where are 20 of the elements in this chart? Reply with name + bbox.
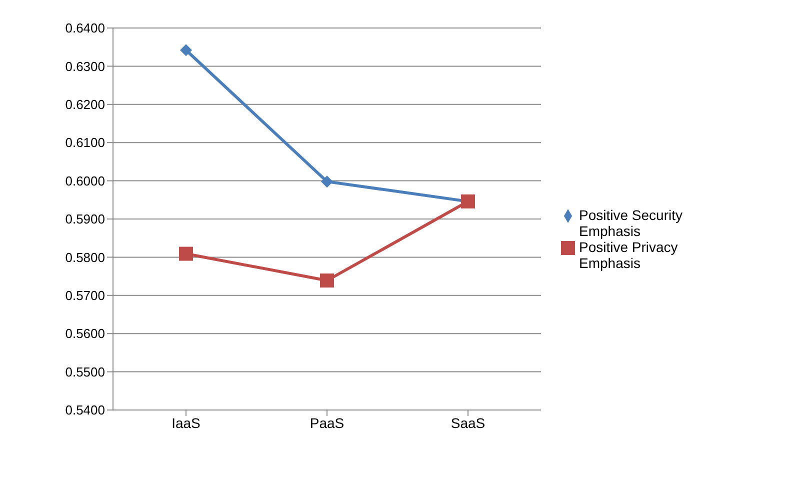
point [321,176,333,188]
y-tick-label: 0.5800 [65,250,105,265]
y-tick-label: 0.6100 [65,135,105,150]
y-tick-label: 0.5700 [65,288,105,304]
y-tick-label: 0.6200 [65,97,105,112]
y-tick-label: 0.6000 [65,173,105,188]
y-tick-label: 0.6400 [65,20,105,36]
point [320,274,334,288]
y-tick-label: 0.6300 [65,58,105,74]
y-tick-label: 0.5500 [65,364,105,380]
y-tick-label: 0.5900 [65,212,105,227]
y-tick-label: 0.5600 [65,326,105,342]
point [180,44,192,56]
x-tick-label: PaaS [310,414,344,431]
y-tick-label: 0.5400 [65,402,105,418]
legend-label: Positive Security Emphasis [579,207,684,239]
point [179,246,193,261]
x-tick-label: SaaS [450,414,486,431]
x-tick-label: IaaS [172,414,200,431]
legend-label: Positive Privacy Emphasis [579,239,679,271]
